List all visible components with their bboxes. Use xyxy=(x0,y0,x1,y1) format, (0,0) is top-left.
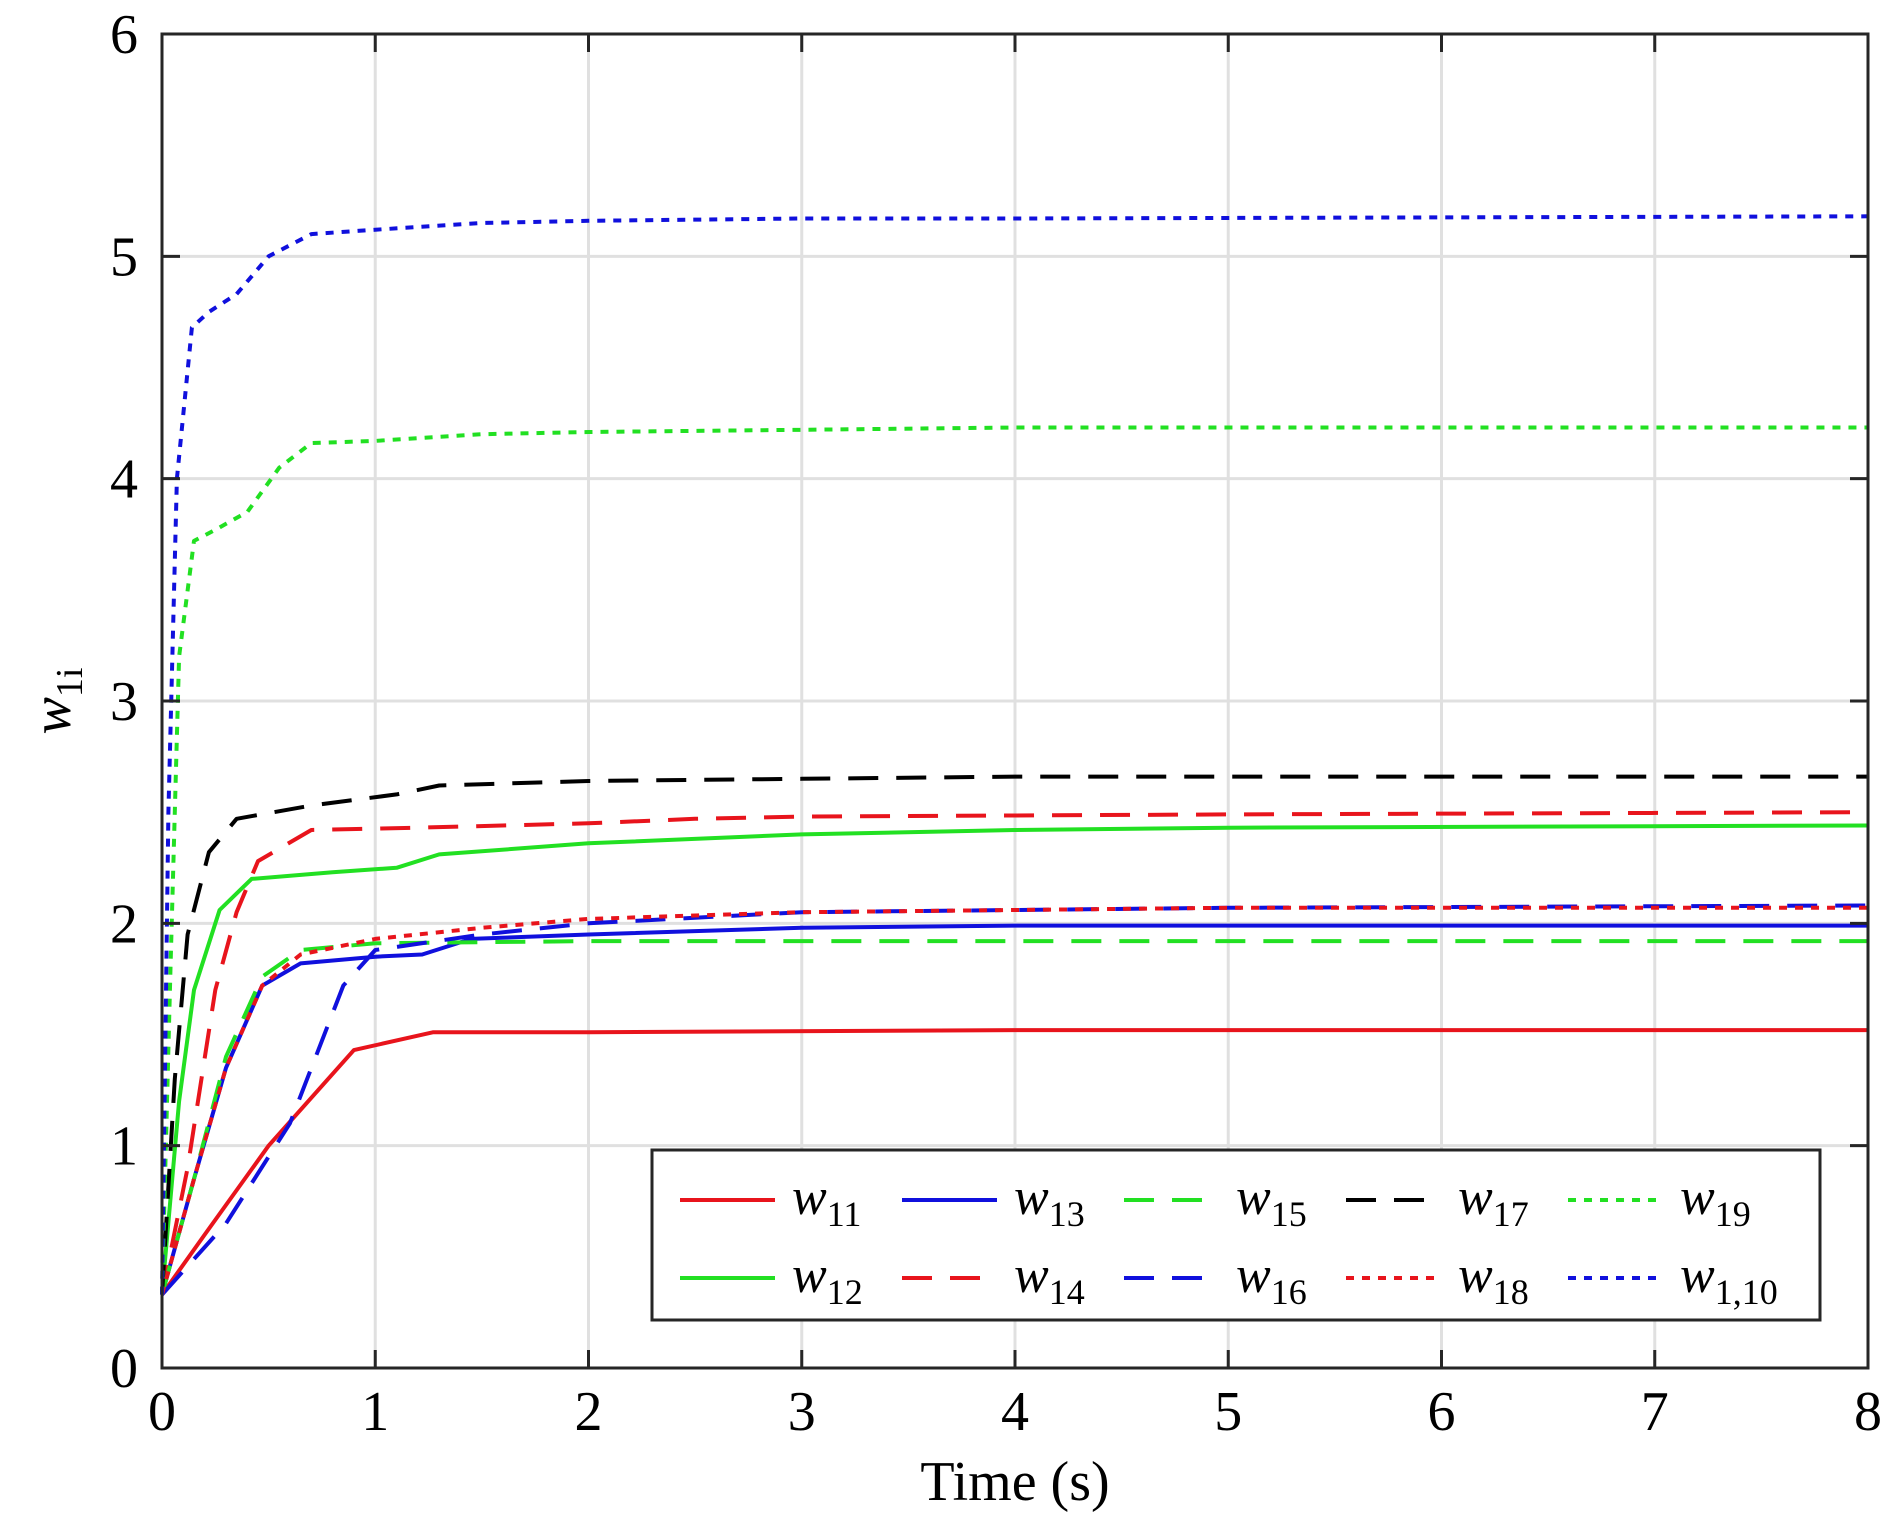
series-line-w13 xyxy=(160,923,1868,1296)
series-line-w12 xyxy=(160,823,1869,1295)
x-tick-label: 4 xyxy=(1001,1381,1029,1443)
y-tick-label: 2 xyxy=(110,893,138,955)
legend-label-w19: w19 xyxy=(1680,1169,1751,1234)
y-tick-label: 5 xyxy=(110,226,138,288)
legend-label-w110: w1,10 xyxy=(1680,1247,1778,1312)
series-layer xyxy=(160,214,1869,1296)
y-axis-label-base: w xyxy=(21,697,83,734)
series-line-w17 xyxy=(160,774,1868,1295)
x-tick-label: 0 xyxy=(148,1381,176,1443)
y-tick-label: 4 xyxy=(110,449,138,511)
legend-label-w16: w16 xyxy=(1236,1247,1307,1312)
y-tick-label: 3 xyxy=(110,671,138,733)
x-tick-label: 5 xyxy=(1214,1381,1242,1443)
x-tick-label: 3 xyxy=(788,1381,816,1443)
x-tick-label: 1 xyxy=(361,1381,389,1443)
y-tick-label: 0 xyxy=(110,1338,138,1400)
series-line-w15 xyxy=(160,939,1868,1296)
x-tick-label: 7 xyxy=(1641,1381,1669,1443)
y-axis-label: w1i xyxy=(21,668,91,735)
legend-label-w11: w11 xyxy=(792,1169,861,1234)
legend-label-w13: w13 xyxy=(1014,1169,1085,1234)
grid-lines xyxy=(162,34,1868,1368)
y-tick-label: 1 xyxy=(110,1116,138,1178)
legend-label-w18: w18 xyxy=(1458,1247,1529,1312)
series-line-w18 xyxy=(160,905,1868,1296)
series-line-w19 xyxy=(160,425,1868,1295)
series-line-w16 xyxy=(160,903,1869,1296)
legend-box xyxy=(650,1148,1822,1322)
x-axis-label: Time (s) xyxy=(920,1451,1109,1513)
x-tick-label: 6 xyxy=(1428,1381,1456,1443)
axis-ticks xyxy=(160,32,1870,1370)
legend-label-w15: w15 xyxy=(1236,1169,1307,1234)
y-axis-label-subscript: 1i xyxy=(49,668,91,698)
series-line-w14 xyxy=(160,810,1869,1295)
legend: w11 w12 w13 w14 w15 w16 w17 w18 w19 w1,10 xyxy=(650,1148,1822,1322)
tick-labels: 0 1 2 3 4 5 6 7 8 0 1 2 3 4 5 6 xyxy=(110,4,1882,1443)
x-tick-label: 2 xyxy=(575,1381,603,1443)
legend-label-w14: w14 xyxy=(1014,1247,1085,1312)
legend-label-w12: w12 xyxy=(792,1247,863,1312)
series-line-w11 xyxy=(160,1028,1868,1296)
y-tick-label: 6 xyxy=(110,4,138,66)
legend-label-w17: w17 xyxy=(1458,1169,1529,1234)
x-tick-label: 8 xyxy=(1854,1381,1882,1443)
